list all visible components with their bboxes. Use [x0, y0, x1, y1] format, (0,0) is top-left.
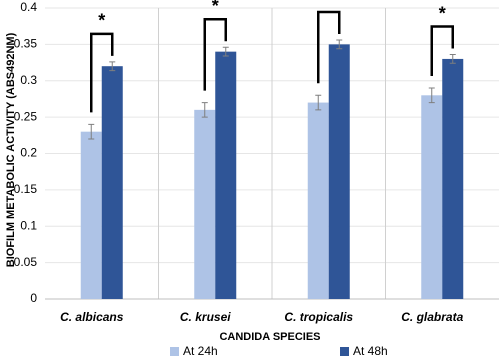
bar	[215, 51, 237, 300]
bar	[328, 44, 350, 299]
bar	[442, 58, 464, 299]
bar	[80, 131, 102, 299]
y-tick-label: 0.4	[20, 0, 37, 14]
bar	[101, 66, 123, 299]
legend-swatch	[340, 347, 349, 356]
significance-marker: *	[98, 11, 105, 31]
x-tick-label: C. tropicalis	[284, 310, 353, 324]
significance-bracket	[203, 18, 227, 91]
y-tick-label: 0.05	[14, 255, 38, 269]
error-bar	[428, 87, 435, 104]
y-tick-label: 0.15	[14, 182, 38, 196]
x-tick-label: C. glabrata	[401, 310, 463, 324]
error-bar	[109, 61, 116, 72]
y-tick-label: 0.1	[20, 218, 37, 232]
error-bar	[88, 123, 95, 140]
significance-marker: *	[439, 3, 446, 23]
y-tick-label: 0.3	[20, 73, 37, 87]
bar	[421, 95, 443, 299]
significance-bracket	[317, 10, 341, 84]
error-bar	[222, 46, 229, 57]
error-bar	[336, 39, 343, 50]
bar	[307, 102, 329, 299]
y-tick-label: 0.35	[14, 37, 38, 51]
legend-swatch	[170, 347, 179, 356]
y-tick-label: 0.2	[20, 146, 37, 160]
x-tick-label: C. krusei	[180, 310, 231, 324]
significance-marker: *	[325, 0, 332, 9]
error-bar	[449, 54, 456, 64]
error-bar	[315, 94, 322, 111]
x-axis-title: CANDIDA SPECIES	[219, 331, 320, 343]
error-bar	[201, 102, 208, 118]
significance-marker: *	[212, 0, 219, 16]
legend-label: At 24h	[183, 344, 218, 358]
y-tick-label: 0	[30, 291, 37, 305]
legend-label: At 48h	[353, 344, 388, 358]
y-axis-title: BIOFILM METABOLIC ACTIVITY (ABS492NM)	[5, 32, 17, 267]
y-tick-label: 0.25	[14, 109, 38, 123]
bar	[194, 109, 216, 299]
significance-bracket	[90, 32, 114, 113]
significance-bracket	[430, 25, 454, 77]
x-tick-label: C. albicans	[60, 310, 124, 324]
